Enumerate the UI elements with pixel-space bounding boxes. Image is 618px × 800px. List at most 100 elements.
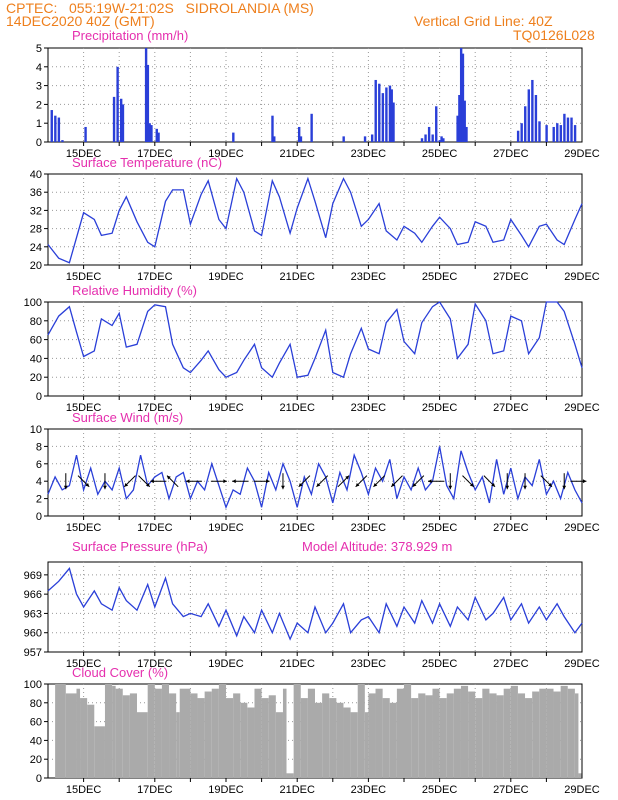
cloud-bar bbox=[482, 688, 490, 778]
wind-arrow bbox=[316, 475, 329, 488]
wind-arrow bbox=[281, 473, 285, 490]
precip-bar bbox=[232, 132, 235, 142]
x-tick-label: 15DEC bbox=[66, 658, 102, 670]
precip-bar bbox=[465, 126, 468, 142]
precip-bar bbox=[459, 48, 463, 142]
precip-bar bbox=[342, 136, 345, 142]
x-tick-label: 23DEC bbox=[351, 658, 387, 670]
wind-arrow-head bbox=[103, 485, 107, 490]
cloud-bar bbox=[475, 698, 483, 778]
x-tick-label: 19DEC bbox=[208, 148, 244, 160]
precip-bar bbox=[534, 95, 538, 142]
precip-bar bbox=[463, 100, 466, 142]
x-tick-label: 17DEC bbox=[137, 402, 173, 414]
x-tick-label: 21DEC bbox=[279, 658, 315, 670]
cloud-bar bbox=[350, 712, 358, 778]
cloud-bar bbox=[574, 693, 579, 778]
header-date: 14DEC2020 40Z (GMT) bbox=[6, 13, 155, 29]
wind-arrow bbox=[166, 475, 179, 488]
precip-bar bbox=[424, 134, 427, 142]
wind-arrow-head bbox=[505, 485, 510, 490]
x-tick-label: 29DEC bbox=[564, 522, 600, 534]
precip-bar bbox=[57, 117, 61, 142]
x-tick-label: 25DEC bbox=[422, 658, 458, 670]
wind-arrow bbox=[253, 479, 270, 484]
cloud-bar bbox=[510, 685, 518, 778]
x-tick-label: 17DEC bbox=[137, 784, 173, 796]
wind-arrow bbox=[428, 479, 445, 484]
panel-title: Precipitation (mm/h) bbox=[72, 28, 188, 43]
wind-arrow-head bbox=[167, 475, 171, 480]
x-tick-label: 19DEC bbox=[208, 522, 244, 534]
precip-bar bbox=[520, 123, 523, 142]
wind-arrow-head bbox=[150, 479, 154, 484]
panel-title: Surface Pressure (hPa) bbox=[72, 539, 208, 554]
wind-arrow-head bbox=[391, 482, 396, 487]
precip-bar bbox=[381, 93, 385, 142]
wind-arrow-head bbox=[355, 482, 360, 487]
y-tick-label: 0 bbox=[36, 391, 42, 403]
x-tick-label: 17DEC bbox=[137, 522, 173, 534]
precip-bar bbox=[438, 140, 441, 142]
x-tick-label: 23DEC bbox=[351, 148, 387, 160]
wind-arrow-head bbox=[548, 482, 552, 487]
x-tick-label: 17DEC bbox=[137, 148, 173, 160]
wind-arrow-head bbox=[562, 485, 567, 490]
cloud-bar bbox=[176, 712, 180, 778]
cloud-bar bbox=[211, 688, 219, 778]
cloud-bar bbox=[80, 698, 88, 778]
precip-bar bbox=[527, 89, 530, 142]
cloud-bar bbox=[578, 773, 582, 778]
x-tick-label: 19DEC bbox=[208, 784, 244, 796]
cloud-bar bbox=[489, 693, 497, 778]
panel-title: Surface Wind (m/s) bbox=[72, 410, 183, 425]
cloud-bar bbox=[147, 684, 155, 778]
y-tick-label: 2 bbox=[36, 494, 42, 506]
y-tick-label: 32 bbox=[30, 205, 42, 217]
header-location: CPTEC: 055:19W-21:02S SIDROLANDIA (MS) bbox=[6, 0, 314, 16]
precip-bar bbox=[370, 134, 374, 142]
cloud-bar bbox=[364, 712, 369, 778]
panel-frame bbox=[47, 428, 583, 517]
precip-bar bbox=[420, 138, 424, 142]
cloud-bar bbox=[343, 707, 351, 778]
cloud-bar bbox=[382, 698, 390, 778]
cloud-bar bbox=[104, 684, 113, 778]
panel-title: Relative Humidity (%) bbox=[72, 283, 197, 298]
cloud-bar bbox=[226, 698, 234, 778]
precip-bar bbox=[461, 53, 465, 142]
x-tick-label: 23DEC bbox=[351, 271, 387, 283]
y-tick-label: 20 bbox=[30, 260, 42, 272]
wind-arrow bbox=[390, 475, 403, 488]
wind-arrow-head bbox=[145, 482, 150, 487]
x-tick-label: 15DEC bbox=[66, 271, 102, 283]
cloud-bar bbox=[336, 702, 344, 778]
cloud-bar bbox=[446, 693, 454, 778]
wind-arrow bbox=[337, 475, 350, 488]
x-tick-label: 27DEC bbox=[493, 522, 529, 534]
y-tick-label: 3 bbox=[36, 81, 42, 93]
wind-arrow-head bbox=[448, 485, 453, 490]
panel-frame bbox=[47, 47, 583, 143]
x-tick-label: 27DEC bbox=[493, 658, 529, 670]
x-tick-label: 25DEC bbox=[422, 522, 458, 534]
y-tick-label: 2 bbox=[36, 99, 42, 111]
cloud-bar bbox=[453, 688, 461, 778]
precip-bar bbox=[573, 125, 577, 142]
cloud-bar bbox=[404, 684, 412, 778]
cloud-bar bbox=[375, 688, 383, 778]
wind-arrow-head bbox=[428, 479, 432, 484]
x-tick-label: 21DEC bbox=[279, 148, 315, 160]
y-tick-label: 40 bbox=[30, 353, 42, 365]
wind-arrow-head bbox=[266, 479, 270, 484]
y-tick-label: 0 bbox=[36, 511, 42, 523]
cloud-bar bbox=[154, 688, 162, 778]
cloud-bar bbox=[76, 688, 81, 778]
x-tick-label: 27DEC bbox=[493, 148, 529, 160]
wind-arrow-head bbox=[582, 479, 587, 484]
wind-arrow bbox=[483, 475, 496, 488]
wind-arrow-head bbox=[124, 482, 129, 487]
precip-bar bbox=[157, 132, 160, 142]
wind-arrow-head bbox=[185, 479, 190, 484]
wind-arrow bbox=[150, 479, 167, 484]
